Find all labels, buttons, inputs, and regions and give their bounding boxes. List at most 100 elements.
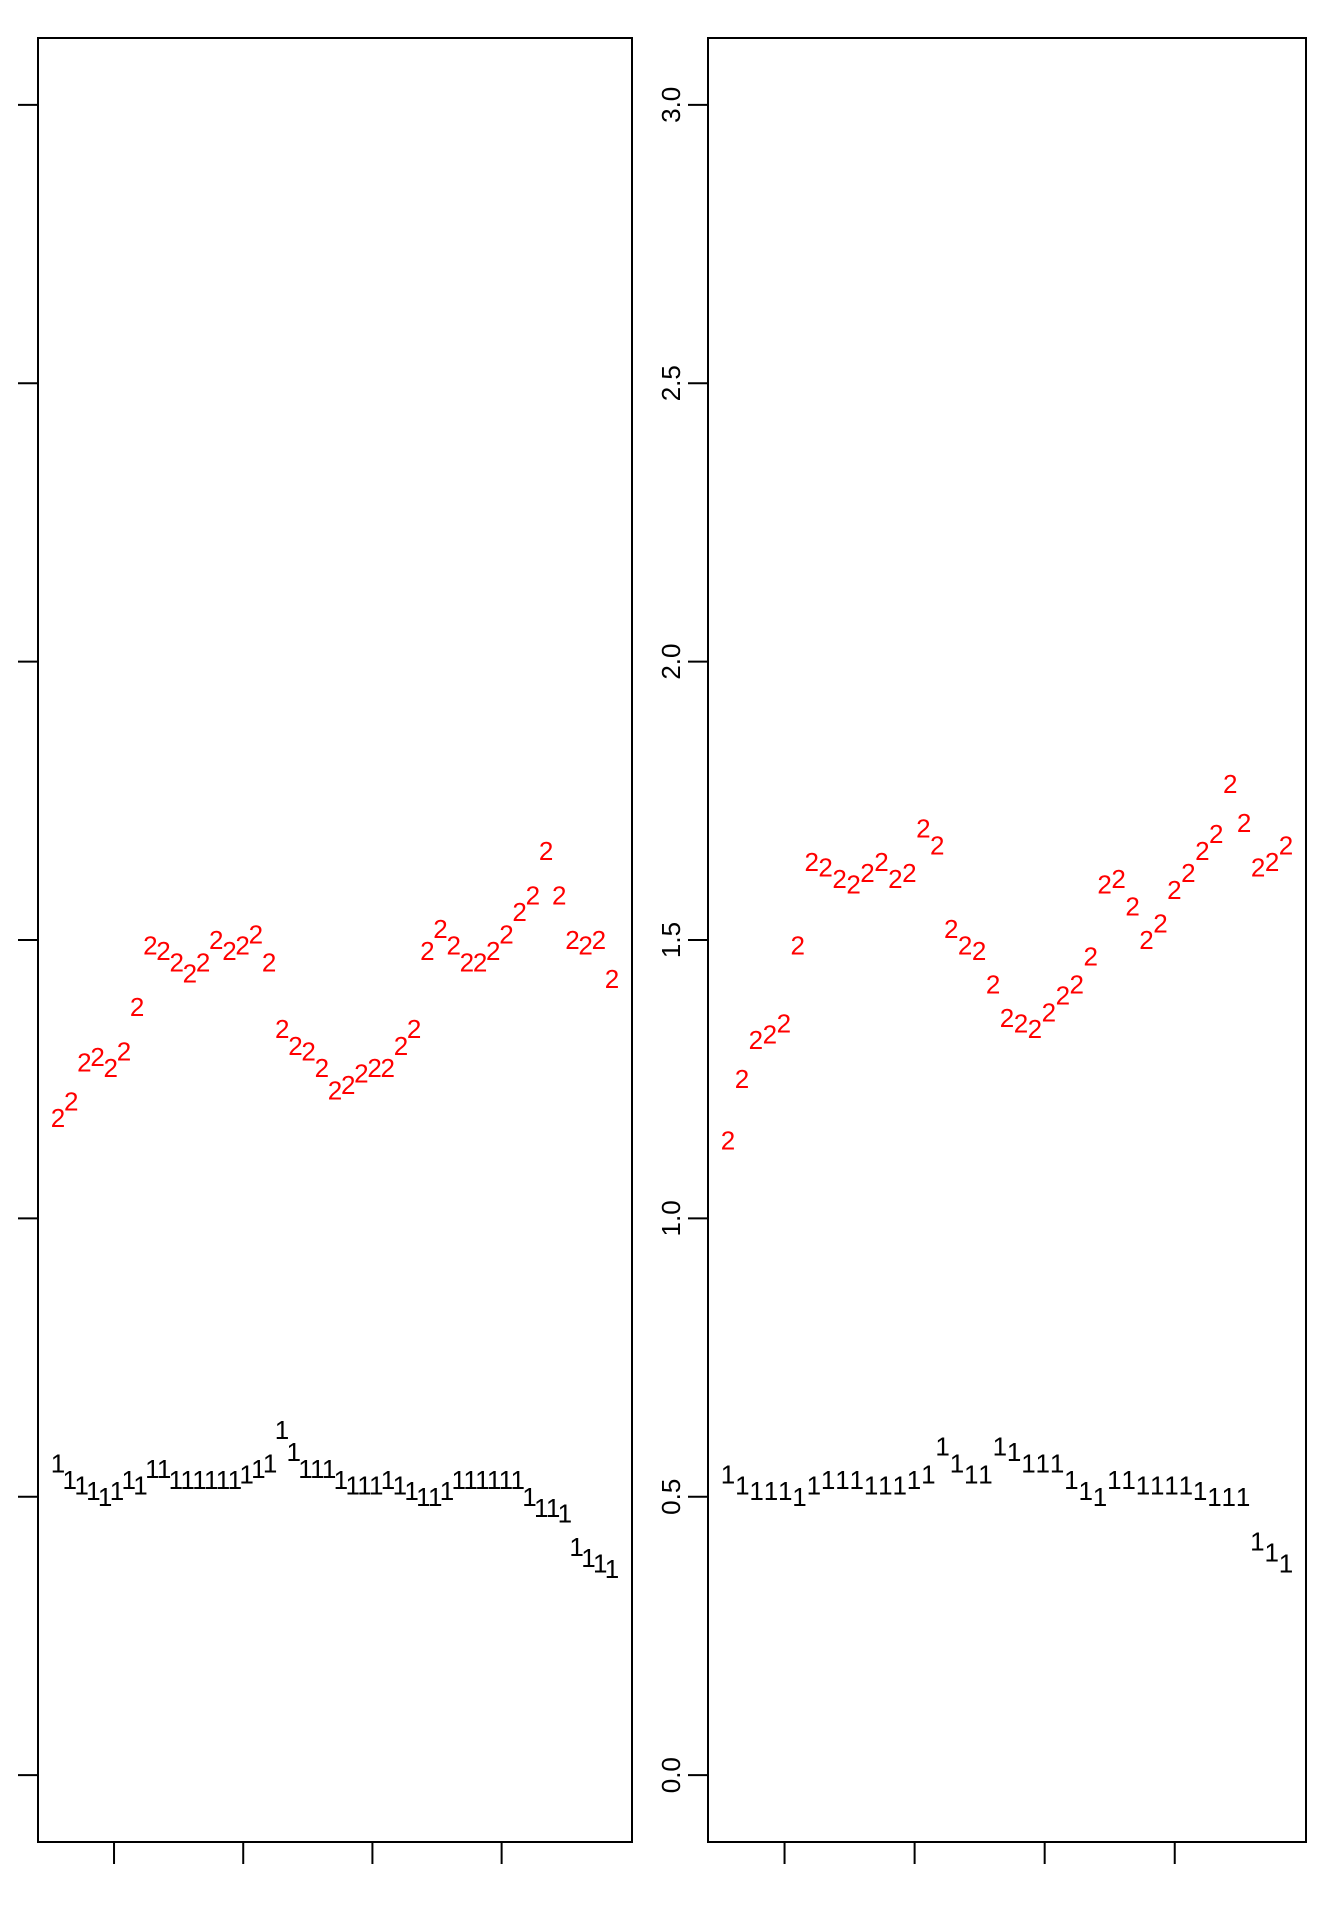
series-2-point: 2 [104, 1053, 118, 1083]
series-2-point: 2 [249, 919, 263, 949]
series-1-point: 1 [749, 1476, 763, 1506]
series-1-point: 1 [239, 1460, 253, 1490]
series-1-point: 1 [393, 1471, 407, 1501]
series-2-point: 2 [1279, 830, 1293, 860]
series-1-point: 1 [792, 1482, 806, 1512]
series-1-point: 1 [416, 1482, 430, 1512]
series-1-point: 1 [322, 1454, 336, 1484]
series-2-point: 2 [315, 1053, 329, 1083]
series-1-point: 1 [850, 1465, 864, 1495]
series-1-point: 1 [735, 1471, 749, 1501]
series-1-point: 1 [778, 1476, 792, 1506]
series-2-point: 2 [721, 1125, 735, 1155]
series-1-point: 1 [145, 1454, 159, 1484]
series-1-point: 1 [1050, 1448, 1064, 1478]
series-1-point: 1 [558, 1498, 572, 1528]
series-1-point: 1 [287, 1437, 301, 1467]
series-1-point: 1 [169, 1465, 183, 1495]
series-2-point: 2 [90, 1042, 104, 1072]
series-1-point: 1 [345, 1471, 359, 1501]
series-2-point: 2 [972, 936, 986, 966]
series-2-point: 2 [1223, 769, 1237, 799]
series-1-point: 1 [593, 1549, 607, 1579]
series-2-point: 2 [156, 936, 170, 966]
series-1-point: 1 [921, 1460, 935, 1490]
series-2-point: 2 [143, 931, 157, 961]
series-1-point: 1 [1078, 1476, 1092, 1506]
series-1-point: 1 [764, 1476, 778, 1506]
series-2-point: 2 [916, 814, 930, 844]
series-1-point: 1 [369, 1471, 383, 1501]
series-1-point: 1 [98, 1482, 112, 1512]
right-panel: 0.00.51.01.52.02.53.01 1 1 1 1 1 1 1 1 1 1 1 1 1 111 1 1… [656, 37, 1307, 1864]
series-1-point: 1 [1279, 1549, 1293, 1579]
series-1-point: 1 [1007, 1437, 1021, 1467]
series-1-point: 1 [1250, 1526, 1264, 1556]
series-1-point: 1 [192, 1465, 206, 1495]
series-1-point: 1 [487, 1465, 501, 1495]
series-2-point: 2 [222, 936, 236, 966]
series-1-point: 1 [275, 1415, 289, 1445]
series-1-point: 1 [1164, 1471, 1178, 1501]
series-1-point: 1 [1093, 1482, 1107, 1512]
series-2-point: 2 [64, 1086, 78, 1116]
series-1-point: 1 [907, 1465, 921, 1495]
series-1-point: 1 [63, 1465, 77, 1495]
series-1-point: 1 [1222, 1482, 1236, 1512]
series-2-point: 2 [1111, 864, 1125, 894]
y-tick-label: 2.0 [656, 644, 686, 680]
series-1-point: 1 [251, 1454, 265, 1484]
series-1-point: 1 [381, 1465, 395, 1495]
series-2-point: 2 [196, 947, 210, 977]
series-1-point: 1 [357, 1471, 371, 1501]
series-1-point: 1 [499, 1465, 513, 1495]
series-1-point: 1 [569, 1532, 583, 1562]
series-2-point: 2 [1139, 925, 1153, 955]
y-tick-label: 2.5 [656, 365, 686, 401]
series-2-point: 2 [846, 869, 860, 899]
series-1-point: 1 [228, 1465, 242, 1495]
series-2-point: 2 [117, 1036, 131, 1066]
series-2-point: 2 [592, 925, 606, 955]
series-1-point: 1 [1021, 1448, 1035, 1478]
series-2-point: 2 [460, 947, 474, 977]
series-2-point: 2 [169, 947, 183, 977]
y-tick-label: 0.5 [656, 1479, 686, 1515]
series-2-point: 2 [958, 931, 972, 961]
series-2-point: 2 [565, 925, 579, 955]
series-2-point: 2 [394, 1031, 408, 1061]
series-2-point: 2 [804, 847, 818, 877]
series-1-point: 1 [298, 1454, 312, 1484]
series-2-point: 2 [1237, 808, 1251, 838]
series-2-point: 2 [209, 925, 223, 955]
series-1-point: 1 [1121, 1465, 1135, 1495]
series-2-point: 2 [1097, 869, 1111, 899]
series-2-point: 2 [526, 880, 540, 910]
series-1-point: 1 [121, 1465, 135, 1495]
series-2-point: 2 [288, 1031, 302, 1061]
series-1-point: 1 [864, 1471, 878, 1501]
series-2-point: 2 [367, 1053, 381, 1083]
series-1-point: 1 [546, 1493, 560, 1523]
series-1-point: 1 [404, 1476, 418, 1506]
plot-frame [37, 37, 633, 1843]
series-2-point: 2 [1014, 1009, 1028, 1039]
series-2-point: 2 [499, 919, 513, 949]
series-2-point: 2 [539, 836, 553, 866]
series-2-point: 2 [1028, 1014, 1042, 1044]
series-1-point: 1 [878, 1471, 892, 1501]
series-1-point: 1 [581, 1543, 595, 1573]
series-2-point: 2 [1167, 875, 1181, 905]
series-1-point: 1 [950, 1448, 964, 1478]
left-panel: 1111111111111111111111111111111111111111… [18, 37, 633, 1864]
series-1-point: 1 [204, 1465, 218, 1495]
series-2-point: 2 [791, 931, 805, 961]
series-2-point: 2 [486, 936, 500, 966]
series-1-point: 1 [721, 1460, 735, 1490]
series-1-point: 1 [1236, 1482, 1250, 1512]
series-2-point: 2 [1251, 853, 1265, 883]
series-1-point: 1 [440, 1476, 454, 1506]
series-1-point: 1 [1036, 1448, 1050, 1478]
series-2-point: 2 [1125, 892, 1139, 922]
y-tick-label: 3.0 [656, 87, 686, 123]
